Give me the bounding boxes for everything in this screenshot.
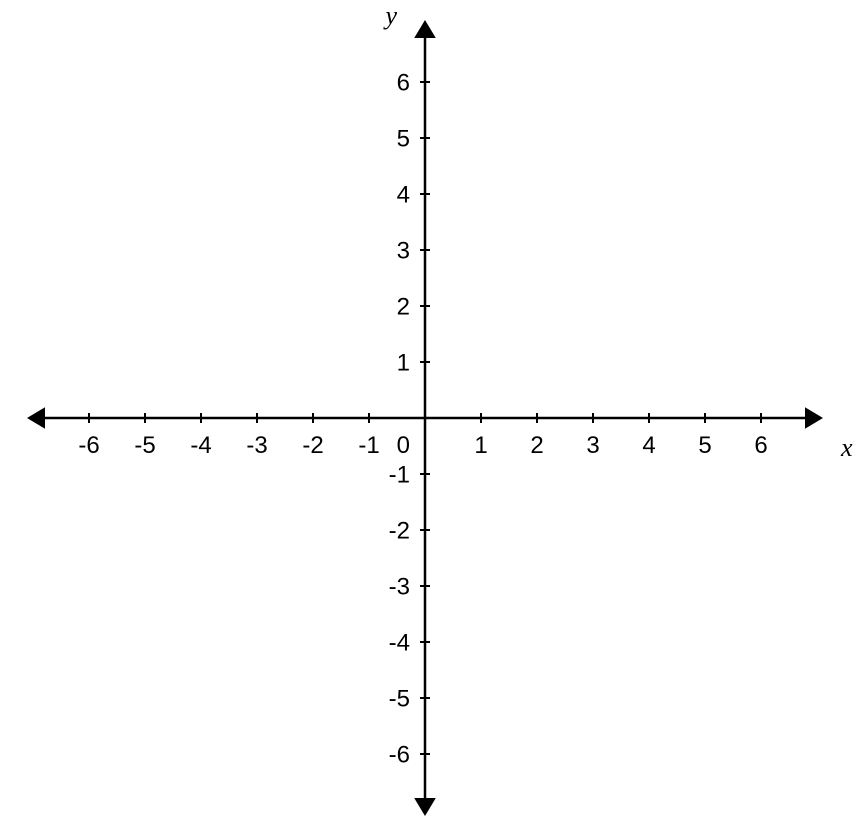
- y-tick-label: -6: [389, 741, 410, 768]
- x-tick-label: 4: [642, 432, 655, 459]
- arrowhead-left-icon: [27, 407, 45, 429]
- x-tick-label: -3: [246, 432, 267, 459]
- y-tick-label: 4: [397, 181, 410, 208]
- x-tick-label: -2: [302, 432, 323, 459]
- x-tick-label: 2: [530, 432, 543, 459]
- origin-label: 0: [397, 432, 410, 459]
- x-tick-label: 1: [474, 432, 487, 459]
- y-tick-label: 2: [397, 293, 410, 320]
- x-axis-label: x: [840, 433, 853, 462]
- x-tick-label: -1: [358, 432, 379, 459]
- x-tick-label: -4: [190, 432, 211, 459]
- y-tick-label: 3: [397, 237, 410, 264]
- y-tick-label: 5: [397, 125, 410, 152]
- x-tick-label: -5: [134, 432, 155, 459]
- y-tick-label: 6: [397, 69, 410, 96]
- axes-svg: -6 -5 -4 -3 -2 -1 1 2 3 4 5 6 -6 -5 -4 -3 -2 -1 1 2 3 4 5 6 0 x y: [0, 0, 867, 838]
- y-tick-label: 1: [397, 349, 410, 376]
- x-tick-label: -6: [78, 432, 99, 459]
- arrowhead-down-icon: [414, 798, 436, 816]
- arrowhead-right-icon: [805, 407, 823, 429]
- arrowhead-up-icon: [414, 20, 436, 38]
- y-tick-label: -5: [389, 685, 410, 712]
- x-tick-label: 5: [698, 432, 711, 459]
- y-tick-label: -3: [389, 573, 410, 600]
- x-tick-label: 3: [586, 432, 599, 459]
- y-axis-label: y: [382, 1, 397, 30]
- y-tick-label: -2: [389, 517, 410, 544]
- y-tick-label: -4: [389, 629, 410, 656]
- x-tick-label: 6: [754, 432, 767, 459]
- y-tick-label: -1: [389, 461, 410, 488]
- coordinate-plane: -6 -5 -4 -3 -2 -1 1 2 3 4 5 6 -6 -5 -4 -3 -2 -1 1 2 3 4 5 6 0 x y: [0, 0, 867, 838]
